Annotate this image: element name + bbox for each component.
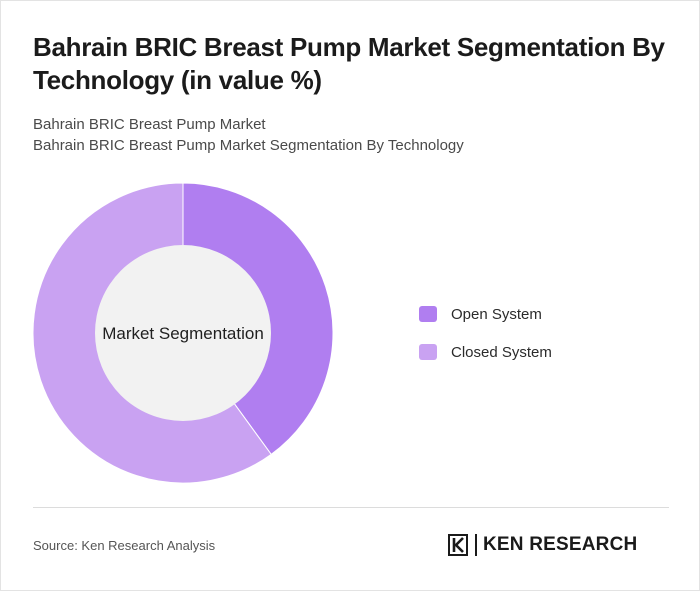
legend-swatch-closed-system	[419, 344, 437, 360]
chart-legend: Open System Closed System	[419, 303, 552, 379]
donut-chart: Market Segmentation	[32, 182, 334, 484]
subtitle-line-market: Bahrain BRIC Breast Pump Market	[33, 116, 266, 133]
chart-subtitle: Bahrain BRIC Breast Pump Market Bahrain …	[33, 114, 464, 156]
ken-research-logo: KEN RESEARCH	[447, 531, 637, 559]
subtitle-line-segmentation: Bahrain BRIC Breast Pump Market Segmenta…	[33, 137, 464, 154]
legend-item-closed-system: Closed System	[419, 341, 552, 363]
legend-label-open-system: Open System	[451, 305, 542, 323]
legend-item-open-system: Open System	[419, 303, 552, 325]
source-note: Source: Ken Research Analysis	[33, 538, 216, 553]
footer-divider	[33, 507, 669, 508]
donut-center-label: Market Segmentation	[102, 324, 264, 343]
ken-research-logo-icon	[448, 534, 468, 556]
chart-title: Bahrain BRIC Breast Pump Market Segmenta…	[33, 32, 665, 95]
logo-separator	[475, 534, 477, 556]
legend-label-closed-system: Closed System	[451, 343, 552, 361]
donut-center-hole	[95, 245, 271, 421]
legend-swatch-open-system	[419, 306, 437, 322]
logo-text: KEN RESEARCH	[483, 534, 638, 555]
